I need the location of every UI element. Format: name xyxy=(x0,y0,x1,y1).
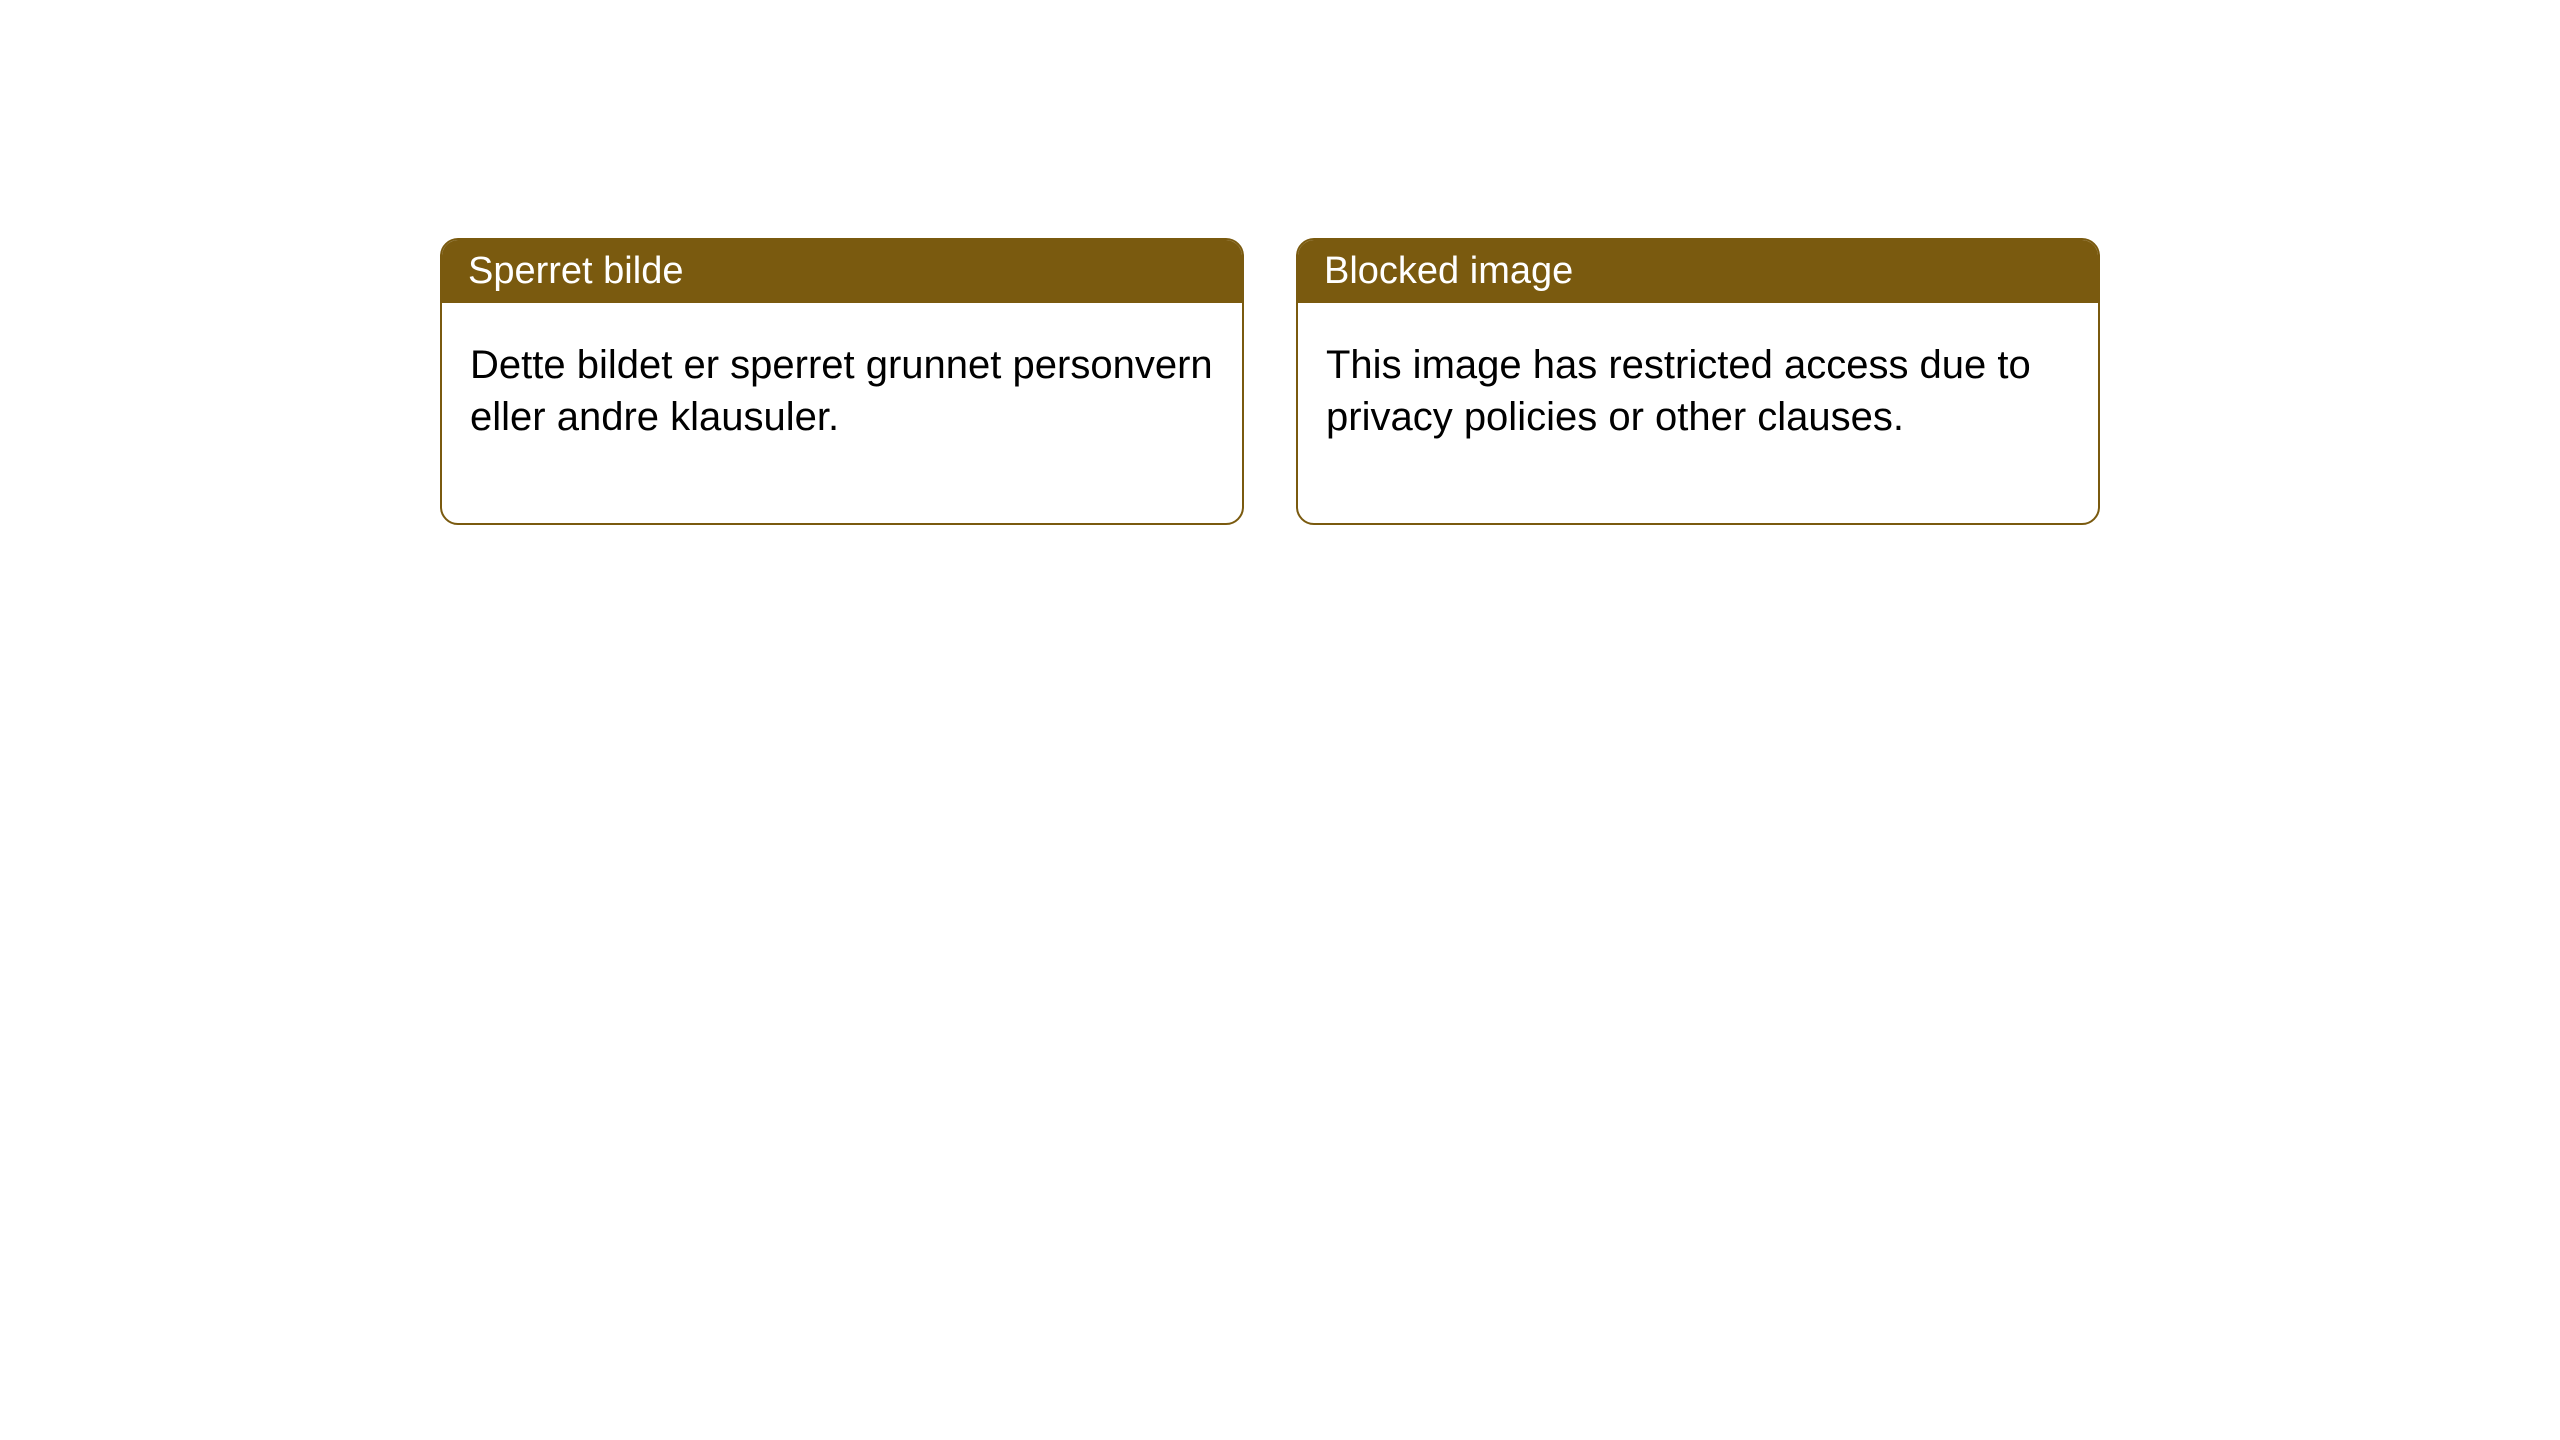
card-body: This image has restricted access due to … xyxy=(1298,303,2098,523)
card-title: Sperret bilde xyxy=(468,250,683,292)
card-header: Blocked image xyxy=(1298,240,2098,303)
card-body-text: Dette bildet er sperret grunnet personve… xyxy=(470,343,1213,439)
notice-card-norwegian: Sperret bilde Dette bildet er sperret gr… xyxy=(440,238,1244,525)
card-body: Dette bildet er sperret grunnet personve… xyxy=(442,303,1242,523)
card-header: Sperret bilde xyxy=(442,240,1242,303)
card-body-text: This image has restricted access due to … xyxy=(1326,343,2031,439)
notice-container: Sperret bilde Dette bildet er sperret gr… xyxy=(0,0,2560,525)
card-title: Blocked image xyxy=(1324,250,1573,292)
notice-card-english: Blocked image This image has restricted … xyxy=(1296,238,2100,525)
